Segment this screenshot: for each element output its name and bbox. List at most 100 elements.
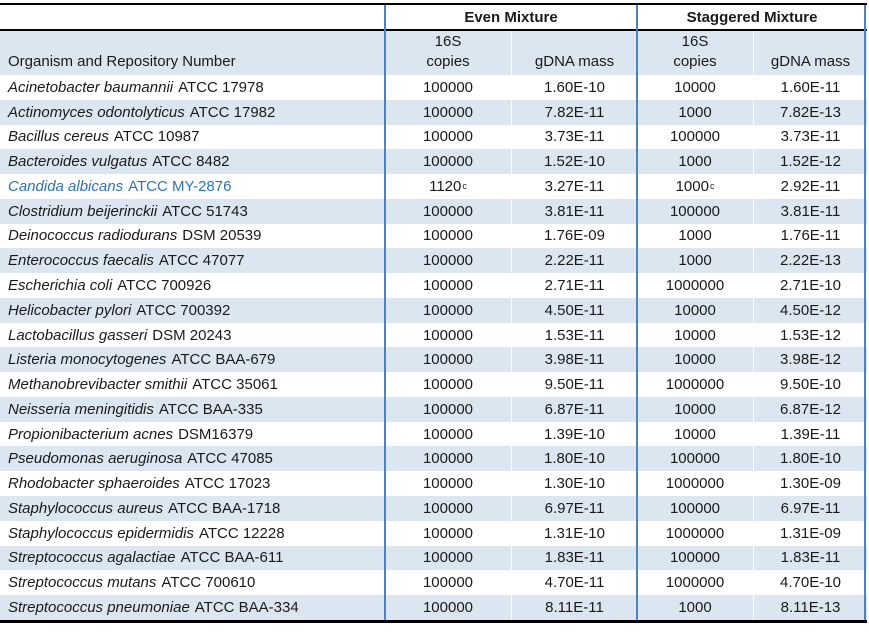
even-mass-cell: 7.82E-11 (511, 99, 637, 125)
organism-cell: Propionibacterium acnes DSM16379 (8, 425, 254, 443)
header-even-mixture: Even Mixture (385, 5, 637, 31)
stag-mass-cell: 9.50E-10 (753, 372, 867, 397)
stag-copies-cell: 100000 (637, 545, 753, 571)
even-mass-cell: 1.31E-10 (511, 520, 637, 546)
even-copies-cell: 100000 (422, 425, 474, 443)
even-copies-cell: 100000 (422, 78, 474, 96)
stag-copies-cell: 1000000 (665, 574, 725, 592)
organism-cell: Methanobrevibacter smithii ATCC 35061 (8, 376, 278, 394)
grid-line-vertical (864, 5, 866, 620)
stag-copies-cell: 100000 (637, 496, 753, 521)
even-copies-cell: 100000 (422, 524, 474, 542)
stag-gdna-mass-label: gDNA mass (770, 53, 851, 70)
organism-cell: Actinomyces odontolyticus ATCC 17982 (0, 99, 385, 125)
stag-mass-cell: 1.76E-11 (753, 223, 867, 249)
even-copies-cell: 100000 (385, 446, 511, 472)
stag-mass-cell: 3.98E-12 (753, 347, 867, 373)
organism-cell: Rhodobacter sphaeroides ATCC 17023 (8, 475, 271, 493)
organism-cell: Lactobacillus gasseri DSM 20243 (8, 326, 232, 344)
stag-gdna-mass-header: gDNA mass (753, 31, 867, 75)
even-copies-cell: 100000 (385, 595, 511, 620)
organism-cell: Bacillus cereus ATCC 10987 (8, 128, 200, 146)
organism-cell: Pseudomonas aeruginosa ATCC 47085 (0, 446, 385, 472)
stag-copies-cell: 10000 (637, 396, 753, 422)
even-mass-cell: 3.27E-11 (511, 174, 637, 199)
even-mass-cell: 6.87E-11 (511, 396, 637, 422)
even-copies-cell: 100000 (422, 574, 474, 592)
stag-copies-cell: 100000 (669, 128, 721, 146)
even-mass-cell: 4.50E-11 (511, 297, 637, 323)
stag-mass-cell: 3.81E-11 (753, 198, 867, 224)
organism-cell: Enterococcus faecalis ATCC 47077 (0, 248, 385, 274)
stag-copies-cell: 100000 (637, 446, 753, 472)
organism-cell: Staphylococcus aureus ATCC BAA-1718 (0, 496, 385, 521)
stag-mass-cell: 1.39E-11 (753, 421, 867, 447)
even-mass-cell: 1.53E-11 (511, 322, 637, 348)
stag-mass-cell: 7.82E-13 (753, 99, 867, 125)
stag-copies-cell: 10000 (637, 297, 753, 323)
organism-cell: Streptococcus mutans ATCC 700610 (8, 574, 256, 592)
organism-cell: Deinococcus radiodurans DSM 20539 (8, 227, 262, 245)
organism-cell: Clostridium beijerinckii ATCC 51743 (0, 198, 385, 224)
even-copies-cell: 100000 (385, 149, 511, 175)
even-gdna-mass-label: gDNA mass (534, 53, 615, 70)
stag-copies-label: copies (673, 53, 717, 70)
organism-cell: Neisseria meningitidis ATCC BAA-335 (0, 396, 385, 422)
organism-cell: Streptococcus agalactiae ATCC BAA-611 (0, 545, 385, 571)
stag-copies-cell: 1000 (637, 248, 753, 274)
organism-cell: Acinetobacter baumannii ATCC 17978 (8, 78, 264, 96)
organism-cell: Bacteroides vulgatus ATCC 8482 (0, 149, 385, 175)
header-staggered-mixture: Staggered Mixture (637, 5, 867, 31)
even-copies-cell: 100000 (422, 475, 474, 493)
organism-column-header-label: Organism and Repository Number (8, 53, 236, 70)
stag-mass-cell: 6.87E-12 (753, 396, 867, 422)
even-16s-copies-header: 16S copies (385, 31, 511, 75)
stag-copies-cell: 1000000 (665, 277, 725, 294)
even-copies-cell: 100000 (385, 248, 511, 274)
stag-mass-cell: 6.97E-11 (753, 496, 867, 521)
stag-copies-cell: 10000 (674, 78, 716, 96)
organism-cell: Listeria monocytogenes ATCC BAA-679 (0, 347, 385, 373)
even-mass-cell: 1.76E-09 (511, 223, 637, 249)
even-copies-cell: 100000 (422, 277, 474, 294)
even-mass-cell: 2.22E-11 (511, 248, 637, 274)
even-copies-cell: 100000 (422, 128, 474, 146)
even-mass-cell: 1.30E-10 (511, 471, 637, 497)
stag-copies-cell: 10000 (637, 347, 753, 373)
even-mass-cell: 3.81E-11 (511, 198, 637, 224)
even-mass-cell: 1.80E-10 (511, 446, 637, 472)
stag-mass-cell: 1.60E-11 (753, 75, 867, 100)
stag-mass-cell: 3.73E-11 (753, 124, 867, 150)
organism-cell: Candida albicans ATCC MY-2876 (8, 177, 232, 195)
stag-copies-cell: 10000 (674, 326, 716, 344)
mixture-composition-table: Even Mixture Staggered Mixture Organism … (0, 3, 867, 623)
stag-copies-cell: 1000 (637, 149, 753, 175)
organism-cell: Streptococcus pneumoniae ATCC BAA-334 (0, 595, 385, 620)
stag-copies-cell: 1000000 (665, 376, 725, 394)
stag-copies-cell: 1000000 (665, 475, 725, 493)
even-mass-cell: 9.50E-11 (511, 372, 637, 397)
stag-mass-cell: 2.71E-10 (753, 273, 867, 298)
stag-mass-cell: 1.53E-12 (753, 322, 867, 348)
even-copies-cell: 100000 (385, 347, 511, 373)
stag-mass-cell: 1.83E-11 (753, 545, 867, 571)
stag-16s-label: 16S (681, 33, 709, 50)
stag-copies-cell: 1000000 (665, 524, 725, 542)
even-copies-label: copies (426, 53, 470, 70)
even-copies-cell: 1120 c (429, 177, 467, 195)
even-copies-cell: 100000 (422, 326, 474, 344)
even-mass-cell: 2.71E-11 (511, 273, 637, 298)
stag-mass-cell: 8.11E-13 (753, 595, 867, 620)
organism-cell: Staphylococcus epidermidis ATCC 12228 (8, 524, 285, 542)
even-mass-cell: 4.70E-11 (511, 570, 637, 596)
stag-mass-cell: 1.80E-10 (753, 446, 867, 472)
grid-line-vertical (636, 5, 638, 620)
even-copies-cell: 100000 (385, 297, 511, 323)
stag-mass-cell: 2.92E-11 (753, 174, 867, 199)
stag-copies-cell: 10000 (674, 425, 716, 443)
stag-copies-cell: 1000 c (675, 177, 715, 195)
stag-mass-cell: 1.30E-09 (753, 471, 867, 497)
stag-copies-cell: 1000 (637, 99, 753, 125)
even-copies-cell: 100000 (422, 376, 474, 394)
